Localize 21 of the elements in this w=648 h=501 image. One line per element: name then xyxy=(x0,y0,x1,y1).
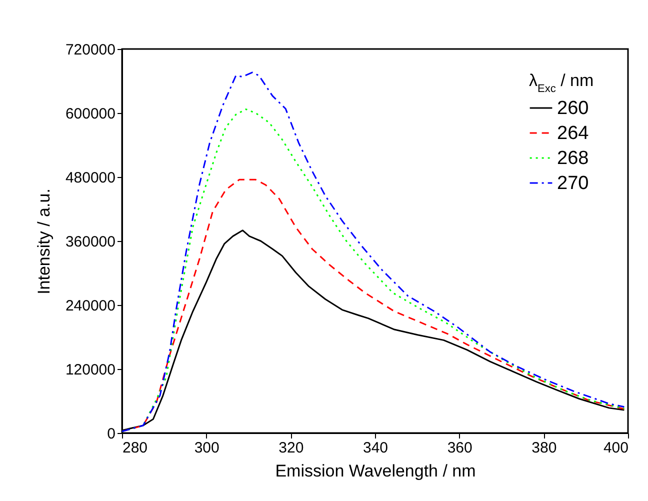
x-tick-label: 360 xyxy=(447,440,472,456)
y-tick-label: 0 xyxy=(107,426,116,442)
legend-label: 270 xyxy=(557,173,589,194)
x-tick-label: 280 xyxy=(122,440,148,456)
y-tick-label: 120000 xyxy=(65,362,116,378)
x-tick-label: 400 xyxy=(603,440,628,456)
y-axis-title: Intensity / a.u. xyxy=(34,188,54,294)
x-tick-label: 300 xyxy=(194,440,220,456)
legend-title: λ$_{Exc}$ / nm xyxy=(529,71,594,95)
x-tick-label: 340 xyxy=(362,440,388,456)
legend-label: 264 xyxy=(557,123,590,144)
legend-label: 268 xyxy=(557,148,589,169)
x-axis-title: Emission Wavelength / nm xyxy=(275,462,476,480)
y-tick-label: 720000 xyxy=(65,42,116,58)
x-tick-label: 320 xyxy=(278,440,304,456)
y-tick-label: 600000 xyxy=(65,106,116,122)
y-tick-label: 240000 xyxy=(65,298,116,314)
y-tick-label: 480000 xyxy=(65,170,116,186)
y-tick-label: 360000 xyxy=(65,234,116,250)
x-tick-label: 380 xyxy=(532,440,557,456)
legend-label: 260 xyxy=(557,98,589,119)
